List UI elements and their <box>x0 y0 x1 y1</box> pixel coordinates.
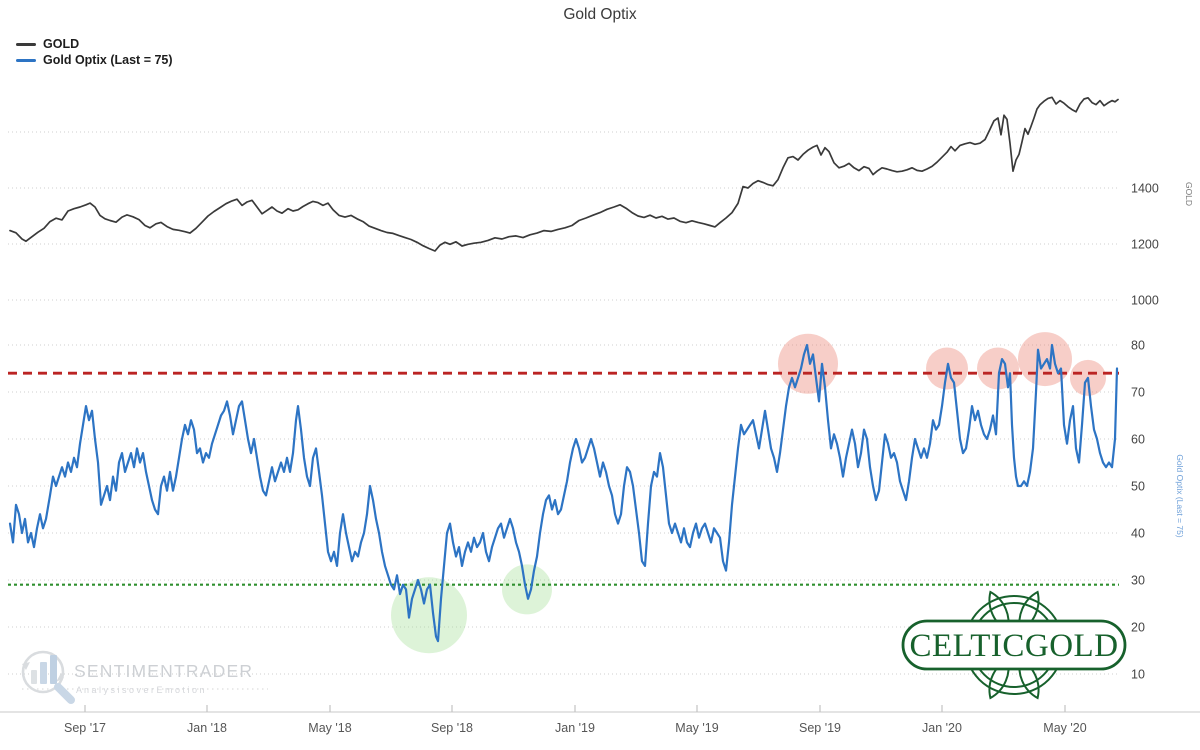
x-tick-label: Sep '17 <box>64 721 106 735</box>
gold-line-swatch <box>16 42 36 46</box>
x-tick-label: Jan '18 <box>187 721 227 735</box>
excess-pessimism-highlight-circle <box>391 577 467 654</box>
watermark-brand-text: SENTIMENTRADER <box>74 661 253 681</box>
legend-item-optix: Gold Optix (Last = 75) <box>16 52 173 68</box>
sentimentrader-watermark: SENTIMENTRADER A n a l y s i s o v e r E… <box>21 650 268 704</box>
optix-tick-label: 60 <box>1131 433 1145 447</box>
x-tick-label: May '20 <box>1043 721 1086 735</box>
x-tick-label: May '18 <box>308 721 351 735</box>
x-tick-label: May '19 <box>675 721 718 735</box>
watermark-tagline-text: A n a l y s i s o v e r E m o t i o n <box>76 685 205 695</box>
magnifier-barchart-icon <box>21 650 75 704</box>
x-tick-label: Jan '19 <box>555 721 595 735</box>
page-title: Gold Optix <box>563 6 637 23</box>
gold-tick-label: 1200 <box>1131 238 1159 252</box>
optix-line-swatch <box>16 58 36 62</box>
optix-tick-label: 20 <box>1131 621 1145 635</box>
excess-optimism-highlight-circle <box>1018 332 1072 387</box>
optix-tick-label: 50 <box>1131 480 1145 494</box>
optix-tick-label: 70 <box>1131 386 1145 400</box>
legend-item-gold: GOLD <box>16 36 173 52</box>
optix-tick-label: 30 <box>1131 574 1145 588</box>
legend-label-gold: GOLD <box>43 37 80 51</box>
celticgold-logo: CELTICGOLD <box>901 590 1127 700</box>
optix-tick-label: 80 <box>1131 339 1145 353</box>
gold-tick-label: 1400 <box>1131 182 1159 196</box>
optix-axis-title: Gold Optix (Last = 75) <box>1175 454 1185 538</box>
logo-text: CELTICGOLD <box>909 628 1118 664</box>
x-tick-label: Sep '18 <box>431 721 473 735</box>
gold-axis-title: GOLD <box>1184 182 1194 206</box>
gold-optix-line <box>8 343 1119 643</box>
x-tick-label: Jan '20 <box>922 721 962 735</box>
chart-legend: GOLD Gold Optix (Last = 75) <box>16 36 173 68</box>
gold-tick-label: 1000 <box>1131 294 1159 308</box>
logo-banner <box>901 619 1127 671</box>
optix-tick-label: 10 <box>1131 668 1145 682</box>
excess-optimism-highlight-circle <box>778 333 838 394</box>
optix-tick-label: 40 <box>1131 527 1145 541</box>
x-tick-label: Sep '19 <box>799 721 841 735</box>
gold-price-line <box>9 96 1119 252</box>
legend-label-optix: Gold Optix (Last = 75) <box>43 53 173 67</box>
